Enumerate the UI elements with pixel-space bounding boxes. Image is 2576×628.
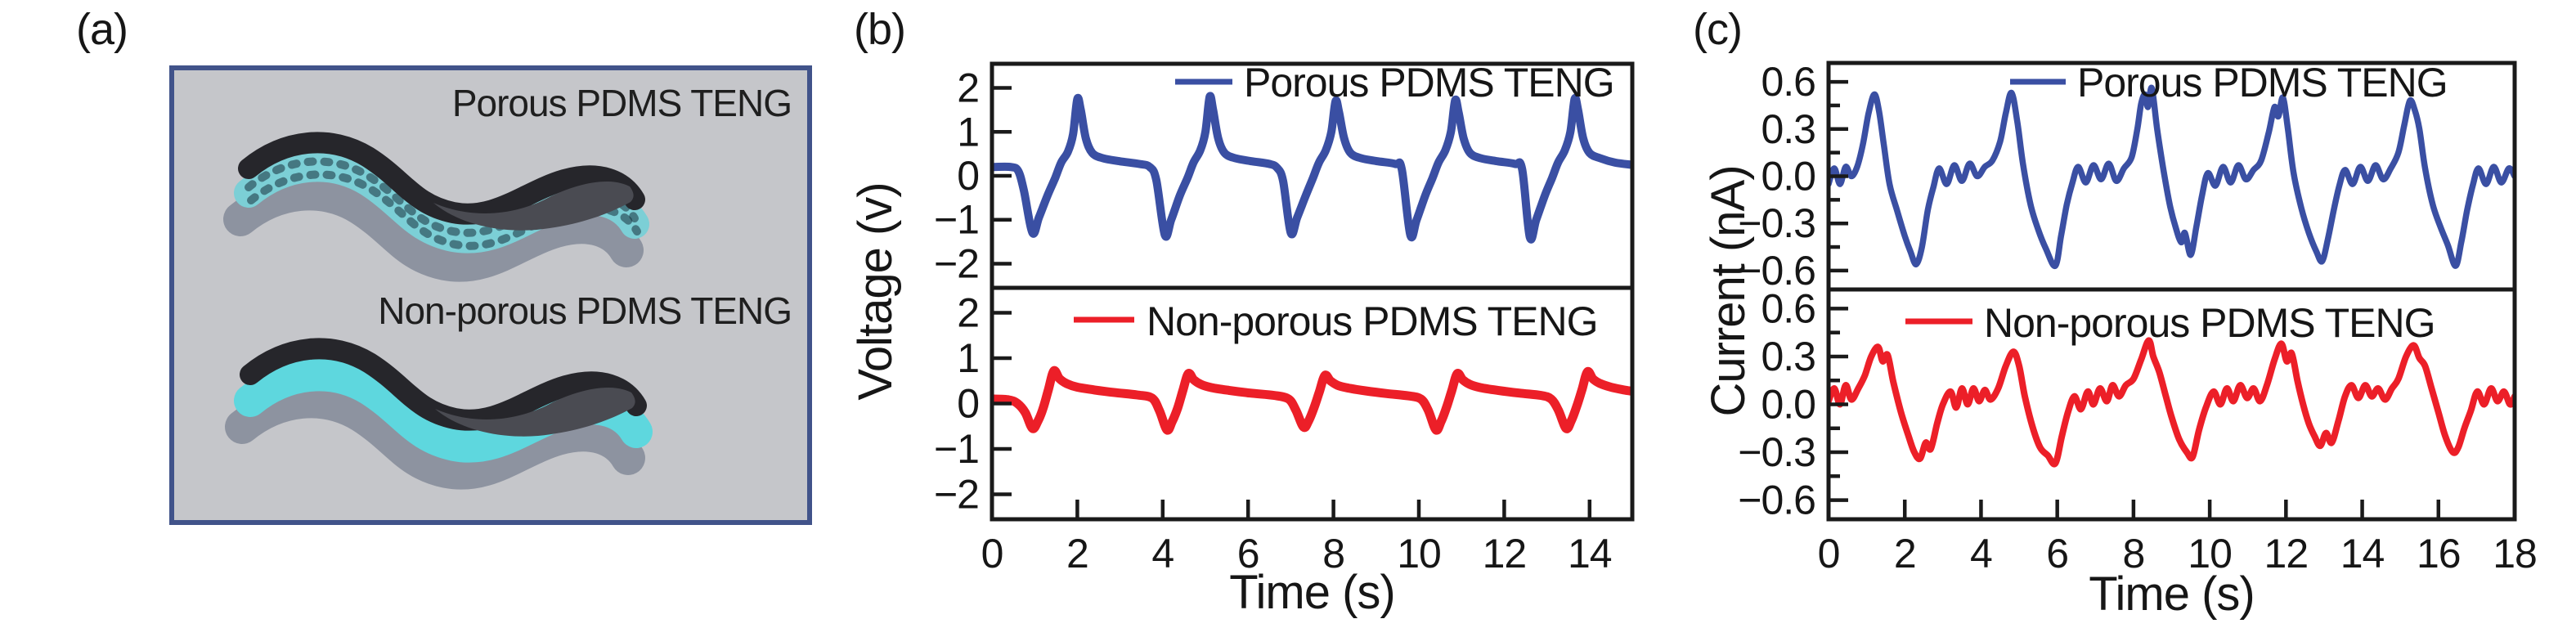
porous-top-face [433,182,634,231]
y-axis-title: Voltage (v) [849,182,902,400]
panel-a-schematic: Porous PDMS TENG Non-porous PDMS TENG [169,65,812,525]
x-tick-label: 2 [1894,531,1916,576]
legend-label: Porous PDMS TENG [1244,60,1614,105]
y-tick-label: −0.3 [1738,200,1815,246]
y-tick-label: −0.6 [1738,478,1815,523]
y-tick-label: 0.3 [1761,106,1815,152]
legend-label: Porous PDMS TENG [2077,60,2448,105]
subplot-frame [1826,287,2517,522]
x-axis-title: Time (s) [1229,566,1394,619]
y-tick-label: −2 [934,240,979,286]
subplot-frame [990,285,1635,522]
y-tick-label: 0.0 [1761,382,1815,428]
y-tick-label: 0.6 [1761,59,1815,105]
x-tick-label: 8 [1322,531,1344,576]
x-tick-label: 14 [1568,531,1612,576]
y-tick-label: −1 [934,426,979,472]
x-tick-label: 16 [2417,531,2461,576]
x-tick-label: 0 [1818,531,1840,576]
x-tick-label: 4 [1970,531,1992,576]
x-tick-label: 4 [1151,531,1174,576]
pore-dots-row-1 [245,157,639,237]
x-tick-label: 12 [1483,531,1527,576]
y-tick-label: 2 [957,290,979,336]
panel-a-letter: (a) [76,5,128,54]
pore-dots-row-2 [247,170,641,250]
nonporous-device-illustration [225,338,653,490]
y-tick-label: 0.0 [1761,154,1815,200]
y-tick-label: −0.6 [1738,248,1815,294]
panel-c-letter: (c) [1693,5,1742,54]
y-tick-label: 2 [957,65,979,111]
x-tick-label: 12 [2264,531,2309,576]
panel-b-letter: (b) [854,5,905,54]
voltage-trace-nonporous [992,366,1632,435]
x-tick-label: 2 [1066,531,1088,576]
legend-label: Non-porous PDMS TENG [1147,298,1597,344]
y-tick-label: 0.6 [1761,285,1815,331]
y-axis-title: Current (nA) [1702,165,1755,416]
y-tick-label: 1 [957,335,979,381]
y-tick-label: 0 [957,381,979,427]
porous-base-layer [223,176,644,282]
x-tick-label: 6 [2046,531,2068,576]
x-tick-label: 8 [2122,531,2144,576]
nonporous-top-face [435,388,635,437]
legend-label: Non-porous PDMS TENG [1984,300,2435,346]
y-tick-label: −2 [934,471,979,517]
x-tick-label: 10 [2188,531,2232,576]
x-tick-label: 14 [2340,531,2385,576]
y-tick-label: −1 [934,197,979,243]
x-tick-label: 18 [2493,531,2537,576]
voltage-trace-porous [992,92,1632,244]
x-tick-label: 0 [981,531,1003,576]
y-tick-label: 0.3 [1761,334,1815,379]
current-trace-porous [1829,84,2515,269]
porous-device-label: Porous PDMS TENG [452,82,792,124]
porous-device-illustration [223,132,649,282]
y-tick-label: 0 [957,153,979,199]
nonporous-device-label: Non-porous PDMS TENG [378,289,792,332]
x-tick-label: 10 [1397,531,1441,576]
y-tick-label: 1 [957,109,979,155]
nonporous-base-layer [225,384,645,490]
x-tick-label: 6 [1237,531,1259,576]
y-tick-label: −0.3 [1738,429,1815,475]
current-trace-nonporous [1829,337,2515,468]
x-axis-title: Time (s) [2089,567,2254,621]
